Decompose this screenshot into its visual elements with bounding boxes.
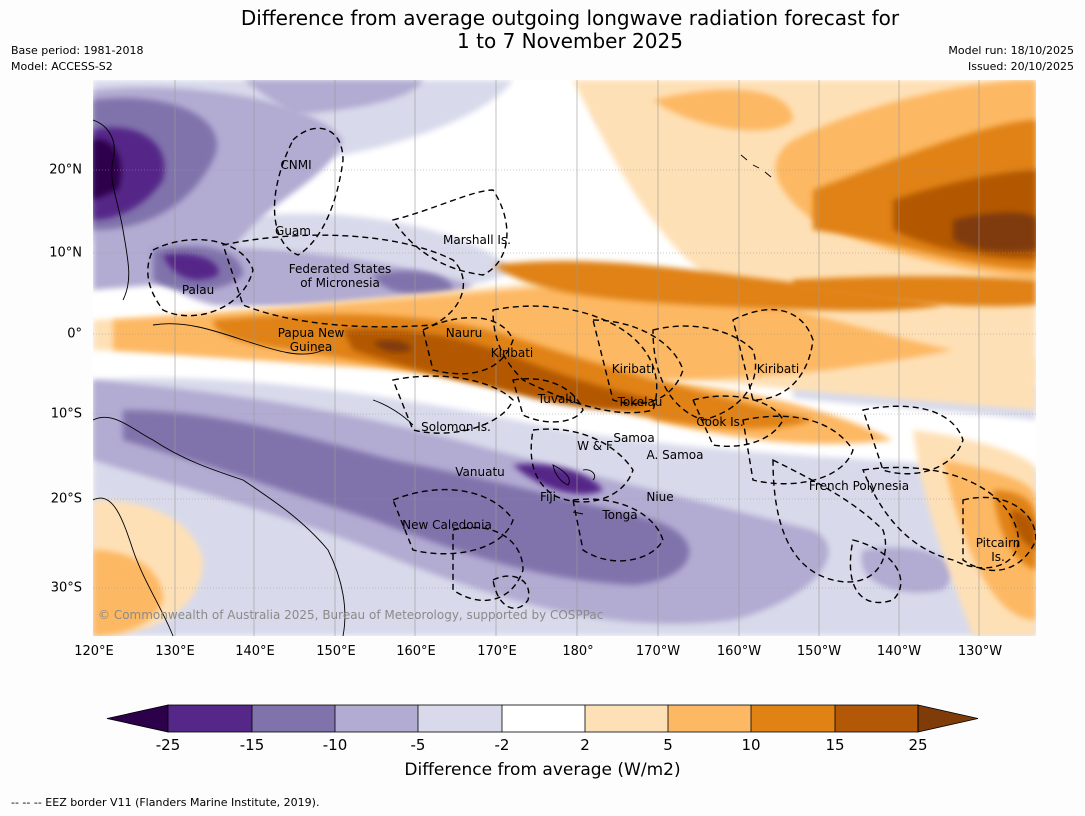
colorbar-tick: -25 xyxy=(155,736,181,754)
colorbar-bin xyxy=(252,705,335,732)
lon-label: 160°W xyxy=(716,644,762,659)
region-label-american-samoa: A. Samoa xyxy=(646,448,704,462)
colorbar-tick: -15 xyxy=(239,736,265,754)
colorbar-bin xyxy=(751,705,835,732)
colorbar-bin xyxy=(418,705,502,732)
lon-label: 140°W xyxy=(876,644,922,659)
region-label-niue: Niue xyxy=(646,490,674,504)
title-line-2: 1 to 7 November 2025 xyxy=(457,29,683,53)
region-label-fiji: Fiji xyxy=(539,490,557,504)
model-name: Model: ACCESS-S2 xyxy=(11,60,113,73)
colorbar-label: Difference from average (W/m2) xyxy=(404,760,681,780)
region-label-tokelau: Tokelau xyxy=(617,395,663,409)
region-label-nauru: Nauru xyxy=(445,326,483,340)
colorbar-bin xyxy=(502,705,585,732)
lat-label: 10°S xyxy=(50,406,82,422)
region-label-kiribati-central: Kiribati xyxy=(611,362,655,376)
lat-label: 20°N xyxy=(49,162,82,178)
lon-label: 150°E xyxy=(316,644,356,659)
lon-label: 150°W xyxy=(796,644,842,659)
lon-label: 180° xyxy=(562,644,594,659)
colorbar-tick: 5 xyxy=(663,736,673,754)
model-run: Model run: 18/10/2025 xyxy=(948,44,1074,57)
colorbar-tick: -2 xyxy=(494,736,510,754)
colorbar-arrow-high xyxy=(917,704,979,733)
colorbar-bin xyxy=(168,705,252,732)
base-period: Base period: 1981-2018 xyxy=(11,44,144,57)
region-label-fsm-line1: Federated States xyxy=(288,262,392,276)
colorbar-dividers xyxy=(251,705,836,732)
lon-label: 140°E xyxy=(235,644,275,659)
region-label-tonga: Tonga xyxy=(602,508,638,522)
region-label-wallis-futuna: W & F xyxy=(577,439,613,453)
colorbar-arrow-low xyxy=(106,704,169,733)
region-label-png-line1: Papua New xyxy=(277,326,345,340)
colorbar xyxy=(106,704,979,733)
region-label-kiribati-west: Kiribati xyxy=(490,346,534,360)
region-label-samoa: Samoa xyxy=(613,431,655,445)
meta-right: Model run: 18/10/2025 Issued: 20/10/2025 xyxy=(948,43,1074,75)
lon-label: 170°E xyxy=(477,644,517,659)
meta-left: Base period: 1981-2018 Model: ACCESS-S2 xyxy=(11,43,143,75)
lon-label: 170°W xyxy=(635,644,681,659)
region-label-french-polynesia: French Polynesia xyxy=(808,479,910,493)
eez-footnote: -- -- -- EEZ border V11 (Flanders Marine… xyxy=(11,796,320,809)
copyright-notice: © Commonwealth of Australia 2025, Bureau… xyxy=(98,608,604,622)
region-label-fsm-line2: of Micronesia xyxy=(300,276,380,290)
region-label-new-caledonia: New Caledonia xyxy=(402,518,492,532)
lon-label: 130°W xyxy=(957,644,1003,659)
region-label-cook: Cook Is. xyxy=(696,415,744,429)
lon-label: 120°E xyxy=(74,644,114,659)
colorbar-bin xyxy=(335,705,418,732)
graticule xyxy=(93,80,1036,636)
colorbar-bin xyxy=(585,705,668,732)
colorbar-bin xyxy=(835,705,918,732)
region-label-png: Papua New Guinea xyxy=(278,326,345,354)
colorbar-frame xyxy=(167,704,919,733)
title-line-1: Difference from average outgoing longwav… xyxy=(240,6,900,30)
region-label-palau: Palau xyxy=(181,283,215,297)
anomaly-map xyxy=(93,80,1036,636)
region-label-solomon: Solomon Is. xyxy=(421,420,491,434)
lat-label: 20°S xyxy=(50,491,82,507)
colorbar-tick: -5 xyxy=(410,736,426,754)
eez-borders xyxy=(147,127,1036,609)
lat-label: 0° xyxy=(67,326,82,342)
region-label-fsm: Federated States of Micronesia xyxy=(289,262,391,290)
lon-label: 160°E xyxy=(396,644,436,659)
anomaly-field xyxy=(93,80,1036,636)
colorbar-tick: 25 xyxy=(908,736,928,754)
region-label-vanuatu: Vanuatu xyxy=(455,465,505,479)
colorbar-tick: -10 xyxy=(322,736,348,754)
region-label-marshall: Marshall Is. xyxy=(443,233,511,247)
region-label-png-line2: Guinea xyxy=(289,340,333,354)
lat-label: 30°S xyxy=(50,580,82,596)
chart-title: Difference from average outgoing longwav… xyxy=(0,7,1085,53)
region-label-tuvalu: Tuvalu xyxy=(537,392,577,406)
colorbar-tick: 2 xyxy=(580,736,590,754)
region-label-cnmi: CNMI xyxy=(280,158,312,172)
region-label-pitcairn-line2: Is. xyxy=(991,550,1005,564)
region-label-guam: Guam xyxy=(275,224,311,238)
lon-label: 130°E xyxy=(155,644,195,659)
region-label-kiribati-east: Kiribati xyxy=(756,362,800,376)
map-panel[interactable] xyxy=(93,80,1036,636)
colorbar-tick: 10 xyxy=(741,736,761,754)
issued-date: Issued: 20/10/2025 xyxy=(967,60,1074,73)
lat-label: 10°N xyxy=(49,245,82,261)
colorbar-bin xyxy=(668,705,751,732)
region-label-pitcairn: Pitcairn Is. xyxy=(976,536,1021,564)
region-label-pitcairn-line1: Pitcairn xyxy=(975,536,1021,550)
colorbar-tick: 15 xyxy=(825,736,845,754)
